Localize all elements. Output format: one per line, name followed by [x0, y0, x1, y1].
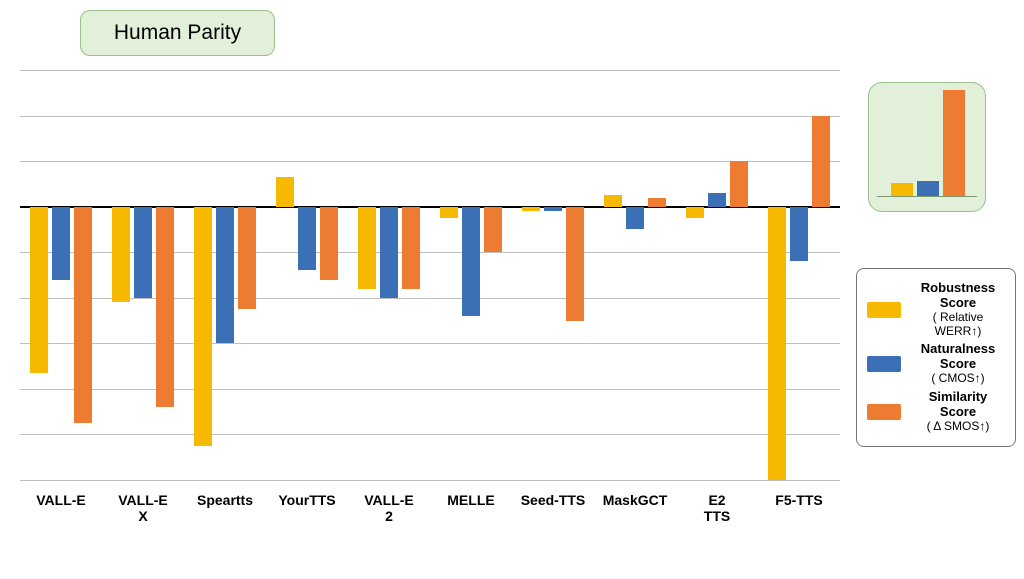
x-label: VALL-E X [102, 492, 184, 524]
inset-baseline [877, 196, 977, 197]
gridline [20, 480, 840, 481]
x-label: E2 TTS [676, 492, 758, 524]
bar-robustness [30, 207, 48, 373]
x-label: MaskGCT [594, 492, 676, 508]
x-label: VALL-E [20, 492, 102, 508]
bar-naturalness [52, 207, 70, 280]
gridline [20, 70, 840, 71]
bar-similarity [566, 207, 584, 321]
bar-robustness [686, 207, 704, 218]
legend-text: Similarity Score( Δ SMOS↑) [911, 390, 1005, 434]
x-label: MELLE [430, 492, 512, 508]
gridline [20, 389, 840, 390]
bar-robustness [604, 195, 622, 206]
bar-naturalness [544, 207, 562, 212]
bar-naturalness [708, 193, 726, 207]
gridline [20, 116, 840, 117]
x-label: F5-TTS [758, 492, 840, 508]
bar-naturalness [380, 207, 398, 298]
inset-bar-similarity [943, 90, 965, 197]
bar-similarity [648, 198, 666, 207]
legend: Robustness Score( Relative WERR↑)Natural… [856, 268, 1016, 447]
legend-title: Robustness Score [911, 281, 1005, 311]
inset-bar-robustness [891, 183, 913, 196]
bar-robustness [194, 207, 212, 446]
bar-naturalness [462, 207, 480, 316]
legend-swatch [867, 302, 901, 318]
bar-robustness [440, 207, 458, 218]
x-label: VALL-E 2 [348, 492, 430, 524]
bar-similarity [74, 207, 92, 423]
legend-title: Similarity Score [911, 390, 1005, 420]
gridline [20, 298, 840, 299]
bar-robustness [768, 207, 786, 480]
legend-sub: ( Δ SMOS↑) [911, 420, 1005, 434]
legend-item: Robustness Score( Relative WERR↑) [867, 281, 1005, 338]
x-label: YourTTS [266, 492, 348, 508]
chart-canvas: Human Parity VALL-EVALL-E XSpearttsYourT… [0, 0, 1024, 579]
human-parity-badge: Human Parity [80, 10, 275, 56]
legend-sub: ( CMOS↑) [911, 372, 1005, 386]
legend-text: Robustness Score( Relative WERR↑) [911, 281, 1005, 338]
legend-swatch [867, 356, 901, 372]
x-label: Speartts [184, 492, 266, 508]
gridline [20, 161, 840, 162]
bar-naturalness [216, 207, 234, 344]
legend-text: Naturalness Score( CMOS↑) [911, 342, 1005, 386]
bar-robustness [112, 207, 130, 303]
bar-similarity [156, 207, 174, 407]
bar-robustness [522, 207, 540, 212]
gridline [20, 434, 840, 435]
bar-similarity [812, 116, 830, 207]
bar-naturalness [134, 207, 152, 298]
bar-similarity [730, 161, 748, 207]
bar-naturalness [298, 207, 316, 271]
inset-bar-naturalness [917, 181, 939, 197]
legend-item: Similarity Score( Δ SMOS↑) [867, 390, 1005, 434]
x-label: Seed-TTS [512, 492, 594, 508]
legend-title: Naturalness Score [911, 342, 1005, 372]
legend-item: Naturalness Score( CMOS↑) [867, 342, 1005, 386]
bar-similarity [402, 207, 420, 289]
bar-naturalness [790, 207, 808, 262]
chart-area: VALL-EVALL-E XSpearttsYourTTSVALL-E 2MEL… [20, 70, 840, 480]
legend-sub: ( Relative WERR↑) [911, 311, 1005, 339]
bar-robustness [276, 177, 294, 207]
bar-similarity [484, 207, 502, 253]
human-parity-label: Human Parity [114, 21, 241, 45]
gridline [20, 343, 840, 344]
bar-similarity [238, 207, 256, 310]
legend-swatch [867, 404, 901, 420]
bar-naturalness [626, 207, 644, 230]
inset-chart [868, 82, 986, 212]
bar-robustness [358, 207, 376, 289]
bar-similarity [320, 207, 338, 280]
